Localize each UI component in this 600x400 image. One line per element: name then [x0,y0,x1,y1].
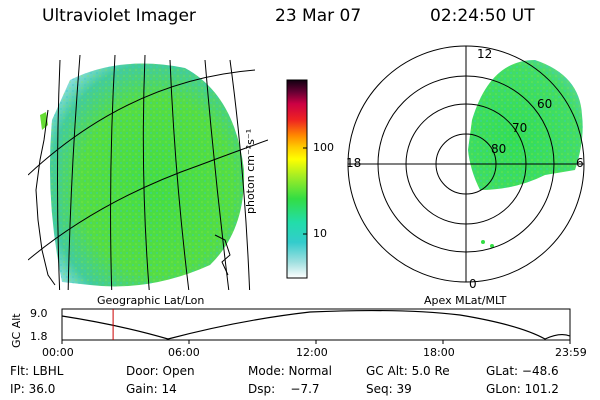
orbit-plot-frame [61,308,571,341]
orbit-ylabel: GC Alt [10,313,23,348]
parallel-line [28,69,256,176]
aurora-texture [49,63,245,287]
coastline [214,234,231,276]
mlat-label-70: 70 [512,121,528,135]
colorbar-tick-100: 100 [313,141,334,154]
meridian-line [229,59,251,290]
colorbar [286,79,308,279]
status-ip: IP: 36.0 [10,382,56,396]
coastline [35,109,56,286]
colorbar-tick-10: 10 [313,227,327,240]
mlt-label-12: 12 [477,47,493,61]
orbit-altitude-curve [61,309,571,340]
geographic-caption: Geographic Lat/Lon [97,294,205,307]
orbit-ytick-low: 1.8 [30,330,48,343]
parallel-line [28,139,268,261]
mlt-label-6: 6 [576,156,584,170]
status-door: Door: Open [126,364,195,378]
aurora-dot [481,240,485,244]
orbit-xtick-1800: 18:00 [423,346,455,359]
aurora-dot [490,244,494,248]
mlt-label-18: 18 [346,156,362,170]
status-dsp: Dsp: −7.7 [248,382,320,396]
status-gain: Gain: 14 [126,382,177,396]
meridian-line [142,54,150,290]
instrument-title: Ultraviolet Imager [42,6,196,26]
status-glon: GLon: 101.2 [486,382,559,396]
meridian-line [169,59,190,290]
geographic-image [28,54,268,290]
status-gc-alt: GC Alt: 5.0 Re [366,364,450,378]
orbit-xtick-0600: 06:00 [168,346,200,359]
meridian-line [110,54,116,290]
orbit-xtick-1200: 12:00 [296,346,328,359]
orbit-ytick-high: 9.0 [30,307,48,320]
date-label: 23 Mar 07 [275,6,362,26]
status-flt: Flt: LBHL [10,364,64,378]
orbit-xtick-0000: 00:00 [42,346,74,359]
mlat-label-80: 80 [491,142,507,156]
polar-dial [347,45,585,283]
apex-caption: Apex MLat/MLT [424,294,507,307]
colorbar-unit-label: photon cm⁻²s⁻¹ [244,128,257,214]
mlat-label-60: 60 [537,97,553,111]
meridian-line [57,59,61,290]
mlt-label-0: 0 [469,277,477,291]
status-seq: Seq: 39 [366,382,412,396]
time-label: 02:24:50 UT [430,6,535,26]
status-glat: GLat: −48.6 [486,364,559,378]
meridian-line [67,54,81,290]
meridian-line [204,59,230,290]
status-mode: Mode: Normal [248,364,332,378]
orbit-xtick-2359: 23:59 [555,346,587,359]
